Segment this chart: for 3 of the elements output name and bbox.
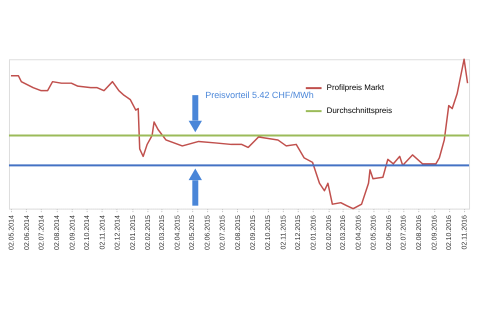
legend-label: Profilpreis Markt [326,83,385,92]
annotation: Preisvorteil 5.42 CHF/MWh [205,90,314,100]
legend-label: Durchschnittspreis [326,106,392,116]
